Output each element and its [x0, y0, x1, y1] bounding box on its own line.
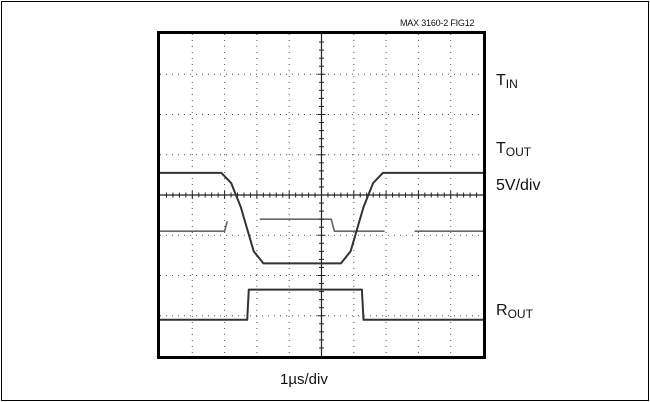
- plot-border: [157, 31, 486, 359]
- trace-tout: [160, 171, 483, 265]
- channel-label-tout: TOUT: [496, 140, 532, 159]
- channel-label-rout: ROUT: [496, 302, 533, 321]
- x-axis-label: 1µs/div: [280, 371, 328, 388]
- vertical-scale-label: 5V/div: [496, 177, 541, 194]
- channel-label-tin: TIN: [496, 72, 518, 91]
- trace-tin: [160, 218, 483, 232]
- oscilloscope-plot: [157, 31, 486, 359]
- traces: [160, 171, 483, 321]
- graticule: [160, 34, 483, 356]
- trace-rout: [160, 288, 483, 321]
- figure-id-label: MAX 3160-2 FIG12: [400, 18, 475, 28]
